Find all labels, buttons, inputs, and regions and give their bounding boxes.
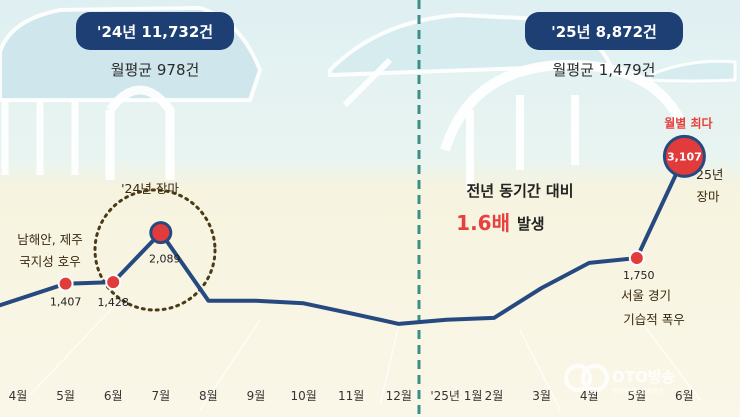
data-point-jun-2024 [105,274,122,291]
x-tick-label: '25년 1월 [430,389,482,403]
value-label-jul-2024: 2,089 [149,253,181,266]
series-line [0,154,687,326]
value-label-may-2024: 1,407 [50,296,82,309]
summary-total-2024: '24년 11,732건 [97,23,213,41]
value-label-jun-2025: 3,107 [667,150,702,163]
x-tick-label: 4월 [580,389,599,403]
comparison-multiplier: 1.6배 [456,211,510,235]
comparison-text: 전년 동기간 대비 [466,182,573,200]
x-axis: 4월 5월 6월 7월 8월 9월 10월 11월 12월 '25년 1월 2월 3월 4월 5월 6월 [9,389,694,403]
annotation-seoul-line2: 기습적 폭우 [623,312,684,327]
x-tick-label: 3월 [532,389,551,403]
x-tick-label: 4월 [9,389,28,403]
x-tick-label: 5월 [56,389,75,403]
x-tick-label: 10월 [290,389,316,403]
x-tick-label: 2월 [485,389,504,403]
summary-pill-2025 [525,12,683,50]
summary-avg-2025: 월평균 1,479건 [553,61,656,79]
annotation-monsoon-2024: '24년 장마 [121,181,179,196]
background-scenery [0,5,737,411]
logo-text: OTO방송 [612,368,676,386]
peak-caption: 월별 최다 [664,115,712,130]
value-label-may-2025: 1,750 [623,269,655,282]
x-tick-label: 8월 [199,389,218,403]
summary-pill-2024 [76,12,234,50]
annotation-south-coast-line2: 국지성 호우 [19,254,80,269]
summary-avg-2024: 월평균 978건 [111,61,200,79]
x-tick-label: 7월 [151,389,170,403]
logo-ring-icon [564,364,592,392]
logo-ring-icon-2 [581,364,609,392]
x-tick-label: 12월 [386,389,412,403]
data-point-may-2024 [57,275,74,292]
data-point-jul-2024 [149,221,173,245]
monsoon-2024-highlight [93,188,217,312]
x-tick-label: 6월 [104,389,123,403]
data-point-may-2025 [628,249,645,266]
x-tick-label: 6월 [675,389,694,403]
comparison-suffix: 발생 [517,215,545,233]
value-label-jun-2024: 1,428 [97,296,129,309]
data-point-jun-2025-peak [662,134,706,178]
annotation-monsoon-2025-line2: 장마 [696,189,720,204]
annotation-seoul-line1: 서울 경기 [621,288,671,303]
broadcaster-logo: OTO방송 종합미디어 협동방송 [564,364,676,395]
x-tick-label: 11월 [338,389,364,403]
x-tick-label: 5월 [627,389,646,403]
logo-subtext: 종합미디어 협동방송 [612,387,664,395]
x-tick-label: 9월 [247,389,266,403]
annotation-south-coast-line1: 남해안, 제주 [17,232,82,247]
summary-total-2025: '25년 8,872건 [551,23,657,41]
